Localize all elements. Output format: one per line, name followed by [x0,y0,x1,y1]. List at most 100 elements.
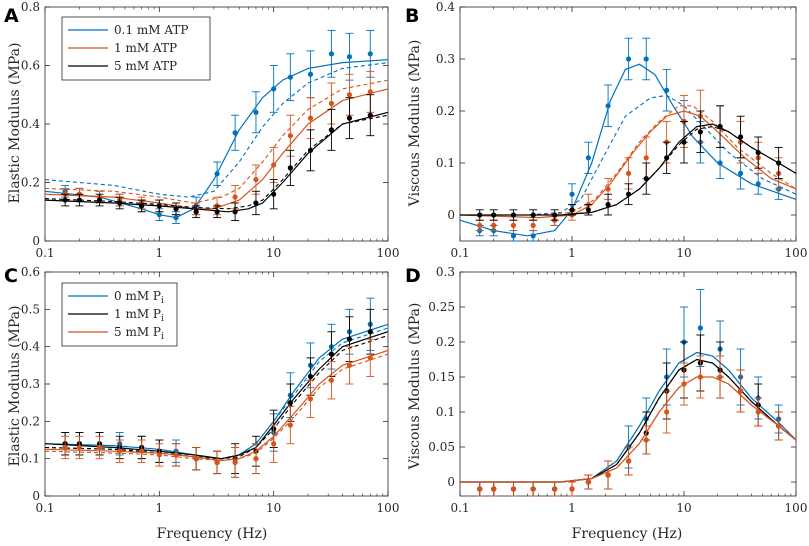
data-point-a-1-mm-atp [287,133,293,139]
fit-dashed-c-5-mm-pi [44,353,389,462]
data-point-a-5-mm-atp [367,112,373,118]
data-point-c-5-mm-pi [271,441,277,447]
fit-solid-c-5-mm-pi [44,349,389,462]
data-point-d-5-mm-pi [510,486,517,492]
y-tick-label-c-3: 0.3 [21,377,40,391]
data-point-c-5-mm-pi [62,444,68,451]
data-point-b-0-1-mm-atp [664,87,670,93]
data-point-c-5-mm-pi [214,459,220,465]
data-point-b-1-mm-atp [530,222,536,228]
data-point-a-0-1-mm-atp [232,130,238,136]
data-point-a-5-mm-atp [232,209,238,215]
y-tick-label-c-0: 0 [32,489,40,503]
data-point-a-0-1-mm-atp [307,71,314,77]
x-tick-label-b-1: 1 [568,246,576,260]
data-point-a-5-mm-atp [271,191,277,197]
data-point-a-1-mm-atp [271,162,277,168]
x-tick-label-b-3: 100 [785,246,808,260]
data-point-a-1-mm-atp [253,176,259,183]
data-point-b-5-mm-atp [510,212,517,218]
data-point-d-5-mm-pi [585,479,591,485]
data-point-a-1-mm-atp [346,92,353,98]
data-point-a-0-1-mm-atp [156,212,162,218]
data-point-c-5-mm-pi [117,448,123,454]
fit-solid-c-0-mm-pi [44,323,389,460]
data-point-b-5-mm-atp [625,191,632,197]
data-point-b-0-1-mm-atp [605,103,611,109]
data-point-d-5-mm-pi [737,388,744,394]
y-tick-label-b-1: 0.1 [436,156,455,170]
data-point-b-1-mm-atp [510,222,517,228]
data-point-a-5-mm-atp [307,147,314,153]
y-tick-label-c-1: 0.1 [21,452,40,466]
plot-frame-d [459,271,797,497]
x-tick-label-d-2: 10 [676,501,691,515]
data-point-b-1-mm-atp [643,155,649,161]
data-point-a-0-1-mm-atp [271,86,277,92]
fit-dashed-c-0-mm-pi [44,327,389,460]
fit-solid-b-1-mm-atp [459,110,797,219]
data-point-b-5-mm-atp [605,202,611,208]
data-point-c-1-mm-pi [367,329,373,335]
fit-solid-a-5-mm-atp [44,111,389,213]
data-point-c-5-mm-pi [139,448,145,454]
data-point-a-0-1-mm-atp [287,74,293,80]
y-tick-label-c-6: 0.6 [21,265,40,279]
x-tick-label-c-1: 1 [156,501,164,515]
y-tick-label-a-1: 0.2 [21,176,40,190]
chart-panel-d: 0.1 1 10 100 0 0.05 0.1 0.15 0.2 0.25 0.3 [428,265,807,515]
y-tick-label-b-0: 0 [447,208,455,222]
ylabel-panel-a: Elastic Modulus (MPa) [7,43,23,204]
data-point-d-5-mm-pi [491,486,497,492]
fit-dashed-a-1-mm-atp [44,79,389,204]
data-point-a-0-1-mm-atp [367,51,373,57]
fit-solid-b-5-mm-atp [460,123,797,216]
panel-label-a: A [4,5,19,27]
fit-solid-d-1-mm-pi [460,358,797,483]
data-point-b-0-1-mm-atp [755,181,761,187]
fit-dashed-b-5-mm-atp [460,126,797,216]
series-a-1-mm-atp [44,70,389,216]
y-tick-label-d-6: 0.3 [436,265,455,279]
data-point-c-1-mm-pi [287,400,293,406]
data-point-b-5-mm-atp [776,160,782,166]
x-tick-label-a-0: 0.1 [35,246,54,260]
data-point-b-1-mm-atp [491,222,497,228]
x-tick-label-c-2: 10 [266,501,281,515]
fit-solid-a-1-mm-atp [44,88,389,210]
data-point-d-5-mm-pi [625,458,632,464]
data-point-a-5-mm-atp [139,203,145,209]
series-d-0-mm-pi [460,289,797,497]
data-point-a-5-mm-atp [173,206,179,212]
panel-label-c: C [4,265,18,287]
data-point-d-5-mm-pi [776,423,782,429]
data-point-a-5-mm-atp [96,197,103,203]
fit-dashed-a-0-1-mm-atp [44,62,389,198]
chart-panel-a: 0.1 1 10 100 0 0.2 0.4 0.6 0.8 [21,0,400,260]
data-point-a-5-mm-atp [253,200,259,206]
data-point-a-1-mm-atp [232,194,238,200]
series-d-1-mm-pi [460,334,797,497]
y-tick-label-c-5: 0.5 [21,302,40,316]
data-point-c-1-mm-pi [328,351,335,357]
data-point-c-5-mm-pi [307,396,314,402]
data-point-d-5-mm-pi [664,409,670,415]
data-point-c-5-mm-pi [287,422,293,428]
data-point-b-0-1-mm-atp [569,191,575,197]
data-point-b-5-mm-atp [737,134,744,140]
data-point-b-5-mm-atp [530,212,536,218]
legend-panel-a: 0.1 mM ATP 1 mM ATP 5 mM ATP [61,16,211,81]
data-point-b-5-mm-atp [491,212,497,218]
data-point-a-0-1-mm-atp [328,51,335,57]
data-point-b-5-mm-atp [569,207,575,213]
fit-solid-b-0-1-mm-atp [459,63,797,237]
series-a-5-mm-atp [44,94,389,221]
data-point-a-5-mm-atp [287,165,293,171]
panel-label-b: B [405,5,419,27]
data-point-a-5-mm-atp [117,200,123,206]
y-tick-label-d-4: 0.2 [436,335,455,349]
data-point-a-0-1-mm-atp [346,54,353,60]
data-point-b-5-mm-atp [643,176,649,182]
plot-frame-b [459,6,797,242]
fit-dashed-d-1-mm-pi [460,358,797,483]
